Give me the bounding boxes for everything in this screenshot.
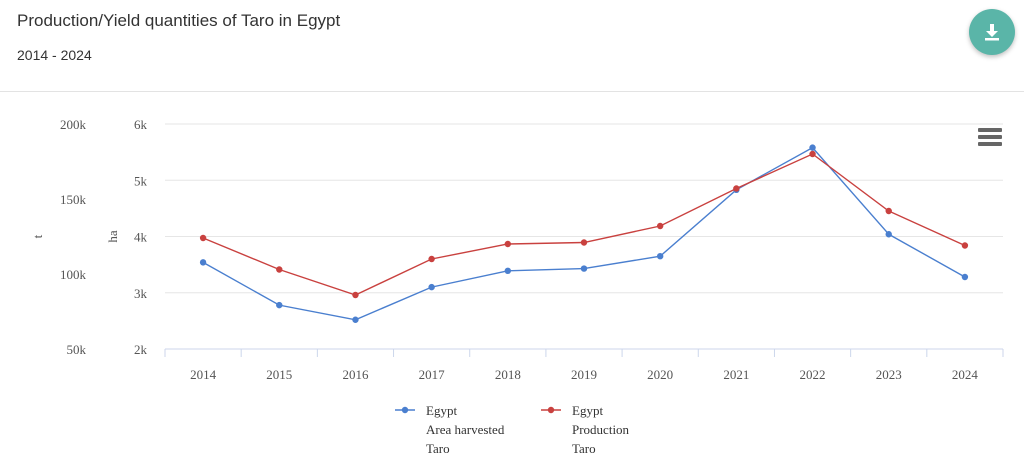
y-outer-tick-label: 50k <box>67 342 87 357</box>
y-inner-tick-label: 5k <box>134 173 148 188</box>
chart-subtitle: 2014 - 2024 <box>17 47 92 63</box>
data-point-series-1 <box>428 283 435 291</box>
x-tick-label: 2016 <box>342 367 369 382</box>
data-point-series-1 <box>352 316 359 323</box>
legend-marker-1 <box>401 406 409 414</box>
data-point-series-2 <box>199 234 207 242</box>
y-outer-axis-title: t <box>30 234 45 238</box>
data-point-series-2 <box>656 222 664 230</box>
legend-label-1: Taro <box>426 441 450 456</box>
data-point-series-2 <box>885 207 892 215</box>
y-inner-tick-label: 6k <box>134 117 148 132</box>
data-point-series-2 <box>504 240 512 248</box>
x-tick-label: 2017 <box>419 367 446 382</box>
data-point-series-1 <box>276 301 283 309</box>
data-point-series-2 <box>428 255 435 263</box>
legend-label-1: Egypt <box>426 403 457 418</box>
data-point-series-1 <box>504 267 512 275</box>
y-outer-tick-label: 100k <box>60 267 87 282</box>
y-inner-tick-label: 4k <box>134 230 148 245</box>
data-point-series-1 <box>809 144 816 151</box>
y-inner-tick-label: 2k <box>134 342 148 357</box>
legend-label-2: Taro <box>572 441 596 456</box>
data-point-series-1 <box>580 265 588 272</box>
x-tick-label: 2022 <box>800 367 826 382</box>
data-point-series-1 <box>885 231 892 238</box>
x-tick-label: 2015 <box>266 367 292 382</box>
x-tick-label: 2021 <box>723 367 749 382</box>
data-point-series-2 <box>352 291 359 299</box>
data-point-series-1 <box>656 252 664 260</box>
chart-svg: 2014 2015 2016 2017 2018 2019 2020 2021 2022 2023… <box>30 117 1004 456</box>
data-point-series-1 <box>199 259 207 266</box>
legend-label-1: Area harvested <box>426 422 505 437</box>
series-line-2 <box>202 153 966 296</box>
download-button[interactable] <box>969 9 1015 55</box>
x-tick-label: 2024 <box>952 367 979 382</box>
x-tick-label: 2020 <box>647 367 673 382</box>
data-point-series-2 <box>580 239 588 246</box>
x-tick-label: 2019 <box>571 367 597 382</box>
series-line-1 <box>202 146 966 321</box>
x-tick-label: 2023 <box>876 367 902 382</box>
y-outer-tick-label: 150k <box>60 192 87 207</box>
data-point-series-1 <box>961 273 969 281</box>
download-icon <box>985 24 999 41</box>
x-tick-label: 2018 <box>495 367 521 382</box>
legend-marker-2 <box>547 406 555 414</box>
hamburger-menu-icon[interactable] <box>978 128 1002 148</box>
y-inner-tick-label: 3k <box>134 286 148 301</box>
chart-title: Production/Yield quantities of Taro in E… <box>17 11 341 30</box>
data-point-series-2 <box>733 185 740 192</box>
data-point-series-2 <box>961 242 969 249</box>
y-inner-axis-title: ha <box>105 230 120 243</box>
data-point-series-2 <box>809 150 816 158</box>
chart-header: Production/Yield quantities of Taro in E… <box>0 0 1024 92</box>
y-outer-tick-label: 200k <box>60 117 87 132</box>
data-point-series-2 <box>276 266 283 273</box>
legend-label-2: Production <box>572 422 630 437</box>
x-tick-label: 2014 <box>190 367 217 382</box>
legend-label-2: Egypt <box>572 403 603 418</box>
